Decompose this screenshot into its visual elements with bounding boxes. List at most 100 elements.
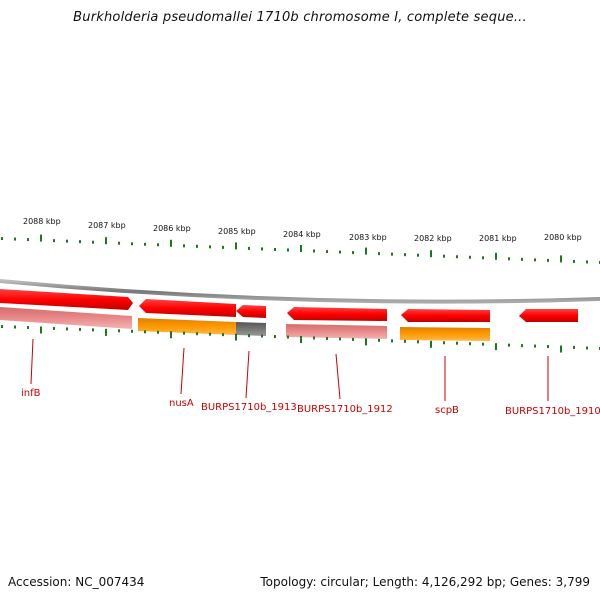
minor-tick [313,336,315,340]
gene-labels: infB nusA BURPS1710b_1913 BURPS1710b_191… [21,388,600,417]
minor-tick [417,253,419,257]
nusA-cds-block[interactable] [138,318,236,335]
scale-label: 2081 kbp [479,234,517,243]
gene-burps1912-arrow[interactable] [287,307,387,321]
minor-tick [248,334,250,338]
minor-tick [456,341,458,345]
minor-tick [144,330,146,334]
minor-tick [339,337,341,341]
minor-tick [352,251,354,255]
minor-tick [1,237,3,241]
minor-tick [482,342,484,346]
major-tick [105,237,107,245]
minor-tick [1,325,3,329]
scale-labels: 2088 kbp 2087 kbp 2086 kbp 2085 kbp 2084… [23,217,582,243]
minor-tick [131,329,133,333]
minor-tick [118,241,120,245]
major-tick [365,338,367,346]
minor-tick [391,252,393,256]
minor-tick [469,342,471,346]
gene-label-nusA[interactable]: nusA [169,398,194,409]
minor-tick [573,346,575,350]
minor-tick [521,257,523,261]
major-tick [495,252,497,260]
gene-label-scpB[interactable]: scpB [435,405,459,416]
minor-tick [144,242,146,246]
scale-label: 2080 kbp [544,233,582,242]
gene-burps1910-arrow[interactable] [519,309,578,322]
minor-tick [443,254,445,258]
minor-tick [378,252,380,256]
gene-label-lines [30,338,549,401]
scale-label: 2085 kbp [218,227,256,236]
scale-label: 2088 kbp [23,217,61,226]
minor-tick [274,247,276,251]
minor-tick [547,345,549,349]
minor-tick [53,239,55,243]
gene-track-lower [0,307,490,341]
scpB-cds-block[interactable] [400,327,490,341]
scale-label: 2084 kbp [283,230,321,239]
minor-tick [66,327,68,331]
minor-tick [14,325,16,329]
minor-tick [547,258,549,262]
major-tick [105,328,107,336]
major-tick [235,333,237,341]
major-tick [430,250,432,258]
gene-label-burps1910[interactable]: BURPS1710b_1910 [505,406,600,417]
minor-tick [27,238,29,242]
minor-tick [248,246,250,250]
gene-infB-arrow[interactable] [0,289,133,310]
minor-tick [92,328,94,332]
minor-tick [209,332,211,336]
major-tick [560,255,562,263]
upper-scale-ticks [1,234,600,264]
major-tick [430,340,432,348]
minor-tick [378,338,380,342]
infB-cds-block[interactable] [0,307,132,329]
minor-tick [183,244,185,248]
major-tick [40,234,42,242]
major-tick [235,242,237,250]
minor-tick [131,242,133,246]
scale-label: 2086 kbp [153,224,191,233]
gene-label-burps1912[interactable]: BURPS1710b_1912 [297,404,393,415]
major-tick [40,326,42,334]
scale-label: 2087 kbp [88,221,126,230]
gene-burps1913-arrow[interactable] [236,305,266,318]
gene-scpB-arrow[interactable] [401,309,490,322]
major-tick [560,345,562,353]
major-tick [365,247,367,255]
burps1913-cds-block[interactable] [236,322,266,336]
accession-text: Accession: NC_007434 [8,575,145,589]
gene-label-burps1913[interactable]: BURPS1710b_1913 [201,402,297,413]
minor-tick [586,260,588,264]
minor-tick [183,331,185,335]
gene-label-infB[interactable]: infB [21,388,41,399]
minor-tick [391,339,393,343]
minor-tick [417,340,419,344]
minor-tick [508,257,510,261]
minor-tick [508,343,510,347]
burps1912-cds-block[interactable] [286,324,387,339]
minor-tick [196,244,198,248]
major-tick [300,245,302,252]
minor-tick [157,243,159,247]
major-tick [300,336,302,343]
scale-label: 2082 kbp [414,234,452,243]
gene-nusA-arrow[interactable] [139,299,236,317]
minor-tick [469,255,471,259]
minor-tick [14,237,16,241]
leader-line [30,338,34,385]
major-tick [495,343,497,351]
minor-tick [456,255,458,259]
scale-label: 2083 kbp [349,233,387,242]
minor-tick [404,253,406,257]
minor-tick [586,346,588,350]
minor-tick [573,259,575,263]
minor-tick [53,326,55,330]
gene-track-upper [0,289,578,322]
minor-tick [534,258,536,262]
minor-tick [209,245,211,249]
